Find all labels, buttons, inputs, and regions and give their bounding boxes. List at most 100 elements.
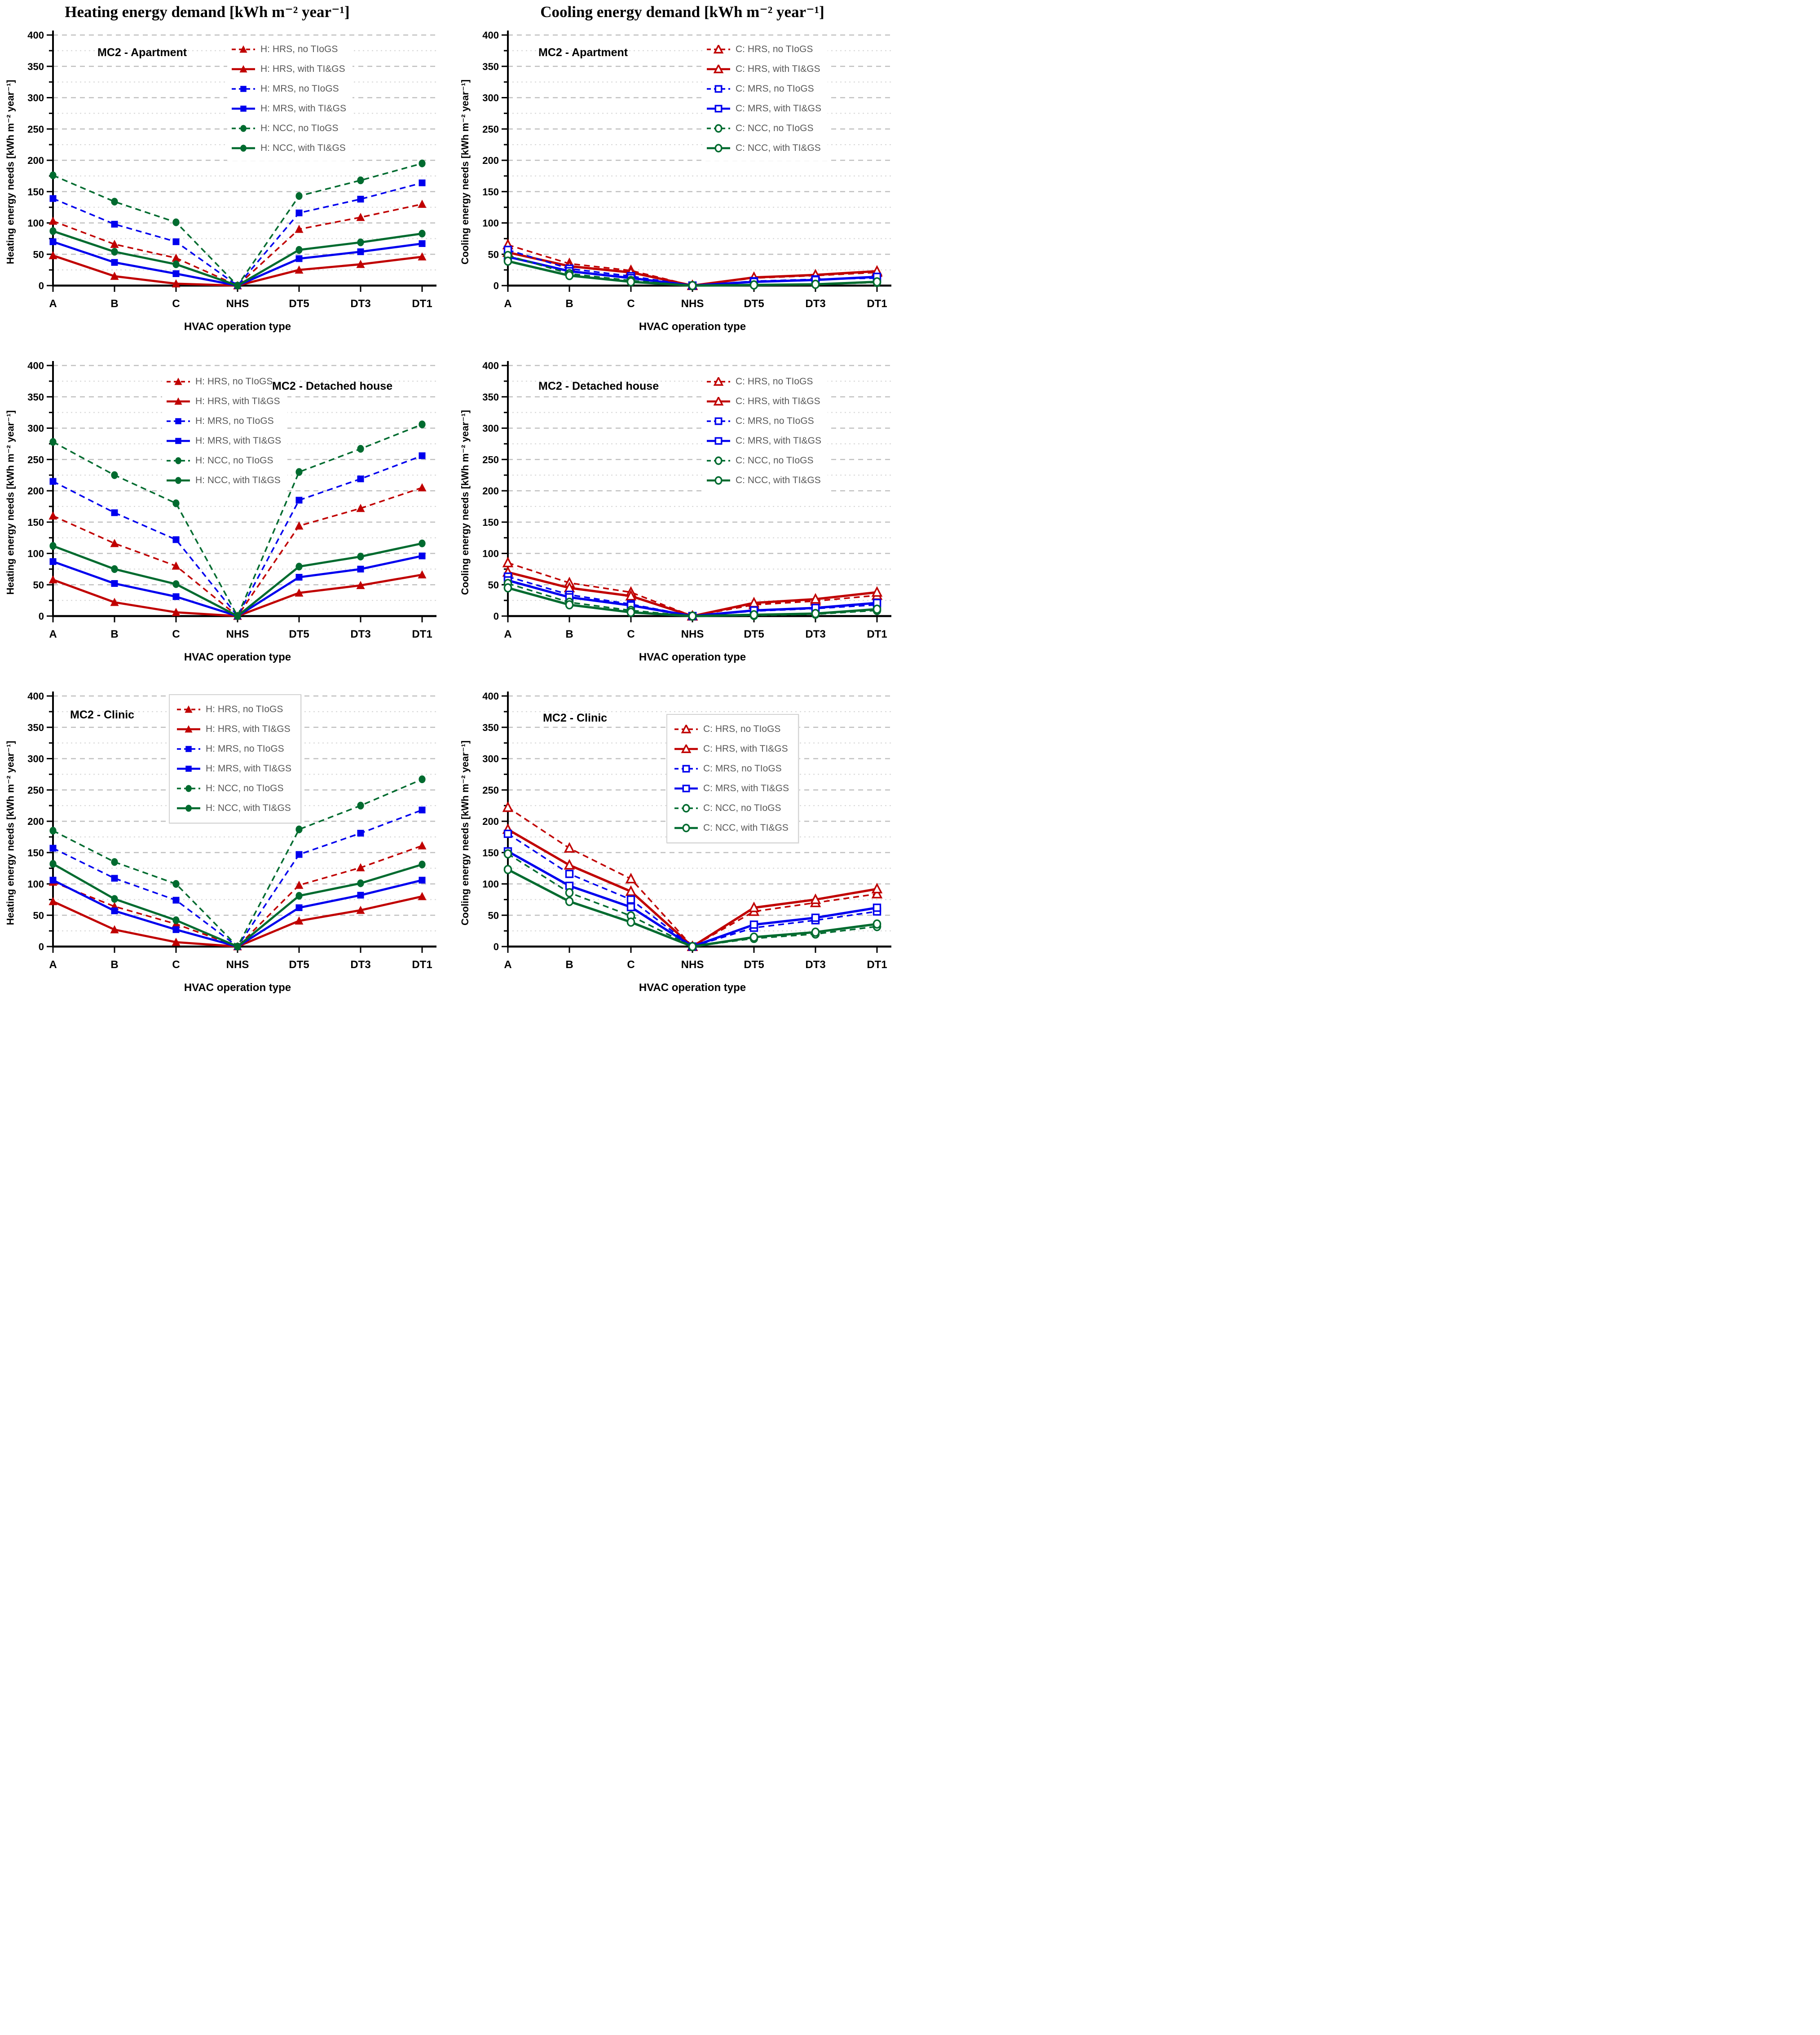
y-axis-label: Heating energy needs [kWh m⁻² year⁻¹] [4,410,16,595]
circle-marker [811,279,820,289]
x-category-label: DT3 [350,959,370,971]
legend-entry: C: MRS, no TIoGS [674,759,789,779]
square-marker [714,417,723,425]
circle-marker [111,858,118,866]
x-category-label: B [110,959,118,971]
y-axis-label: Cooling energy needs [kWh m⁻² year⁻¹] [459,410,471,595]
legend-line-sample [707,65,730,74]
legend-line-sample [177,805,200,812]
legend-line-sample [167,397,190,405]
legend-entry: H: HRS, with TI&GS [232,59,346,79]
triangle-marker [295,916,304,925]
legend-entry: H: NCC, with TI&GS [232,138,346,158]
circle-marker [749,280,758,290]
circle-marker [185,805,192,812]
circle-marker [49,171,57,180]
y-tick-label: 250 [482,123,499,135]
circle-marker [565,600,574,610]
x-category-label: C [172,959,180,971]
square-marker [185,746,192,752]
square-marker [419,552,426,559]
series-line [53,230,423,287]
y-tick-label: 150 [27,517,44,528]
triangle-marker [418,252,427,261]
triangle-marker [48,897,57,905]
circle-marker [111,198,118,206]
x-category-label: DT5 [289,628,309,640]
triangle-marker [356,212,365,221]
chart-panel-cooling-apartment: Cooling energy needs [kWh m⁻² year⁻¹] 0 5… [455,26,910,357]
legend-entry: H: MRS, with TI&GS [232,99,346,119]
series-line [53,163,423,286]
square-marker [175,438,181,444]
legend-line-sample [707,144,730,153]
legend-entry: H: NCC, no TIoGS [177,779,291,798]
y-tick-label: 150 [27,186,44,198]
triangle-marker [174,378,182,385]
square-marker [49,478,57,485]
legend-entry: C: HRS, no TIoGS [707,372,821,392]
x-category-label: NHS [681,298,704,310]
circle-marker [172,880,180,888]
x-category-label: NHS [681,959,704,971]
y-tick-label: 0 [494,280,499,291]
chart-title: MC2 - Clinic [70,709,135,721]
legend-label: H: NCC, with TI&GS [195,475,281,485]
legend-label: C: HRS, no TIoGS [736,376,813,387]
circle-marker [503,865,512,874]
circle-marker [357,802,364,810]
square-marker [626,895,635,904]
triangle-marker [172,561,181,570]
series-line [52,863,423,948]
square-marker [111,875,118,882]
circle-marker [175,477,181,484]
triangle-marker [295,225,304,233]
circle-marker [503,256,512,266]
legend-entry: C: NCC, no TIoGS [707,119,821,138]
square-marker [175,418,181,424]
legend-label: H: MRS, with TI&GS [195,436,281,446]
triangle-marker [110,239,119,248]
legend-line-sample [232,65,255,73]
square-marker [295,209,303,216]
square-marker [49,845,57,852]
legend-entry: C: MRS, with TI&GS [707,431,821,451]
legend-entry: C: NCC, with TI&GS [674,818,789,838]
y-tick-label: 100 [27,548,44,559]
y-tick-label: 0 [39,611,44,622]
legend-line-sample [232,125,255,132]
circle-marker [714,144,723,153]
triangle-marker [871,586,883,597]
legend-label: H: HRS, no TIoGS [260,44,338,54]
legend-label: C: HRS, with TI&GS [736,64,820,74]
circle-marker [688,611,697,621]
triangle-marker [356,260,365,268]
circle-marker [172,580,180,588]
y-tick-label: 400 [482,30,499,41]
x-category-label: C [627,959,635,971]
y-tick-label: 0 [39,941,44,952]
square-marker [172,536,180,543]
triangle-marker [625,885,637,896]
square-marker [357,892,364,899]
legend-entry: H: MRS, no TIoGS [232,79,346,99]
circle-marker [749,610,758,620]
x-category-label: B [565,628,573,640]
square-marker [419,179,426,186]
legend-line-sample [674,784,698,793]
triangle-marker [713,65,724,74]
legend-entry: C: HRS, with TI&GS [674,739,789,759]
legend-line-sample [707,124,730,133]
circle-marker [626,917,635,927]
y-tick-label: 250 [27,123,44,135]
triangle-marker [418,199,427,208]
x-category-label: DT5 [744,628,764,640]
y-tick-label: 200 [27,155,44,166]
circle-marker [234,943,241,951]
square-marker [172,897,180,904]
legend-entry: H: MRS, no TIoGS [167,411,281,431]
x-category-label: DT1 [412,628,432,640]
triangle-marker [564,859,575,870]
triangle-marker [356,581,365,589]
circle-marker [873,604,881,614]
